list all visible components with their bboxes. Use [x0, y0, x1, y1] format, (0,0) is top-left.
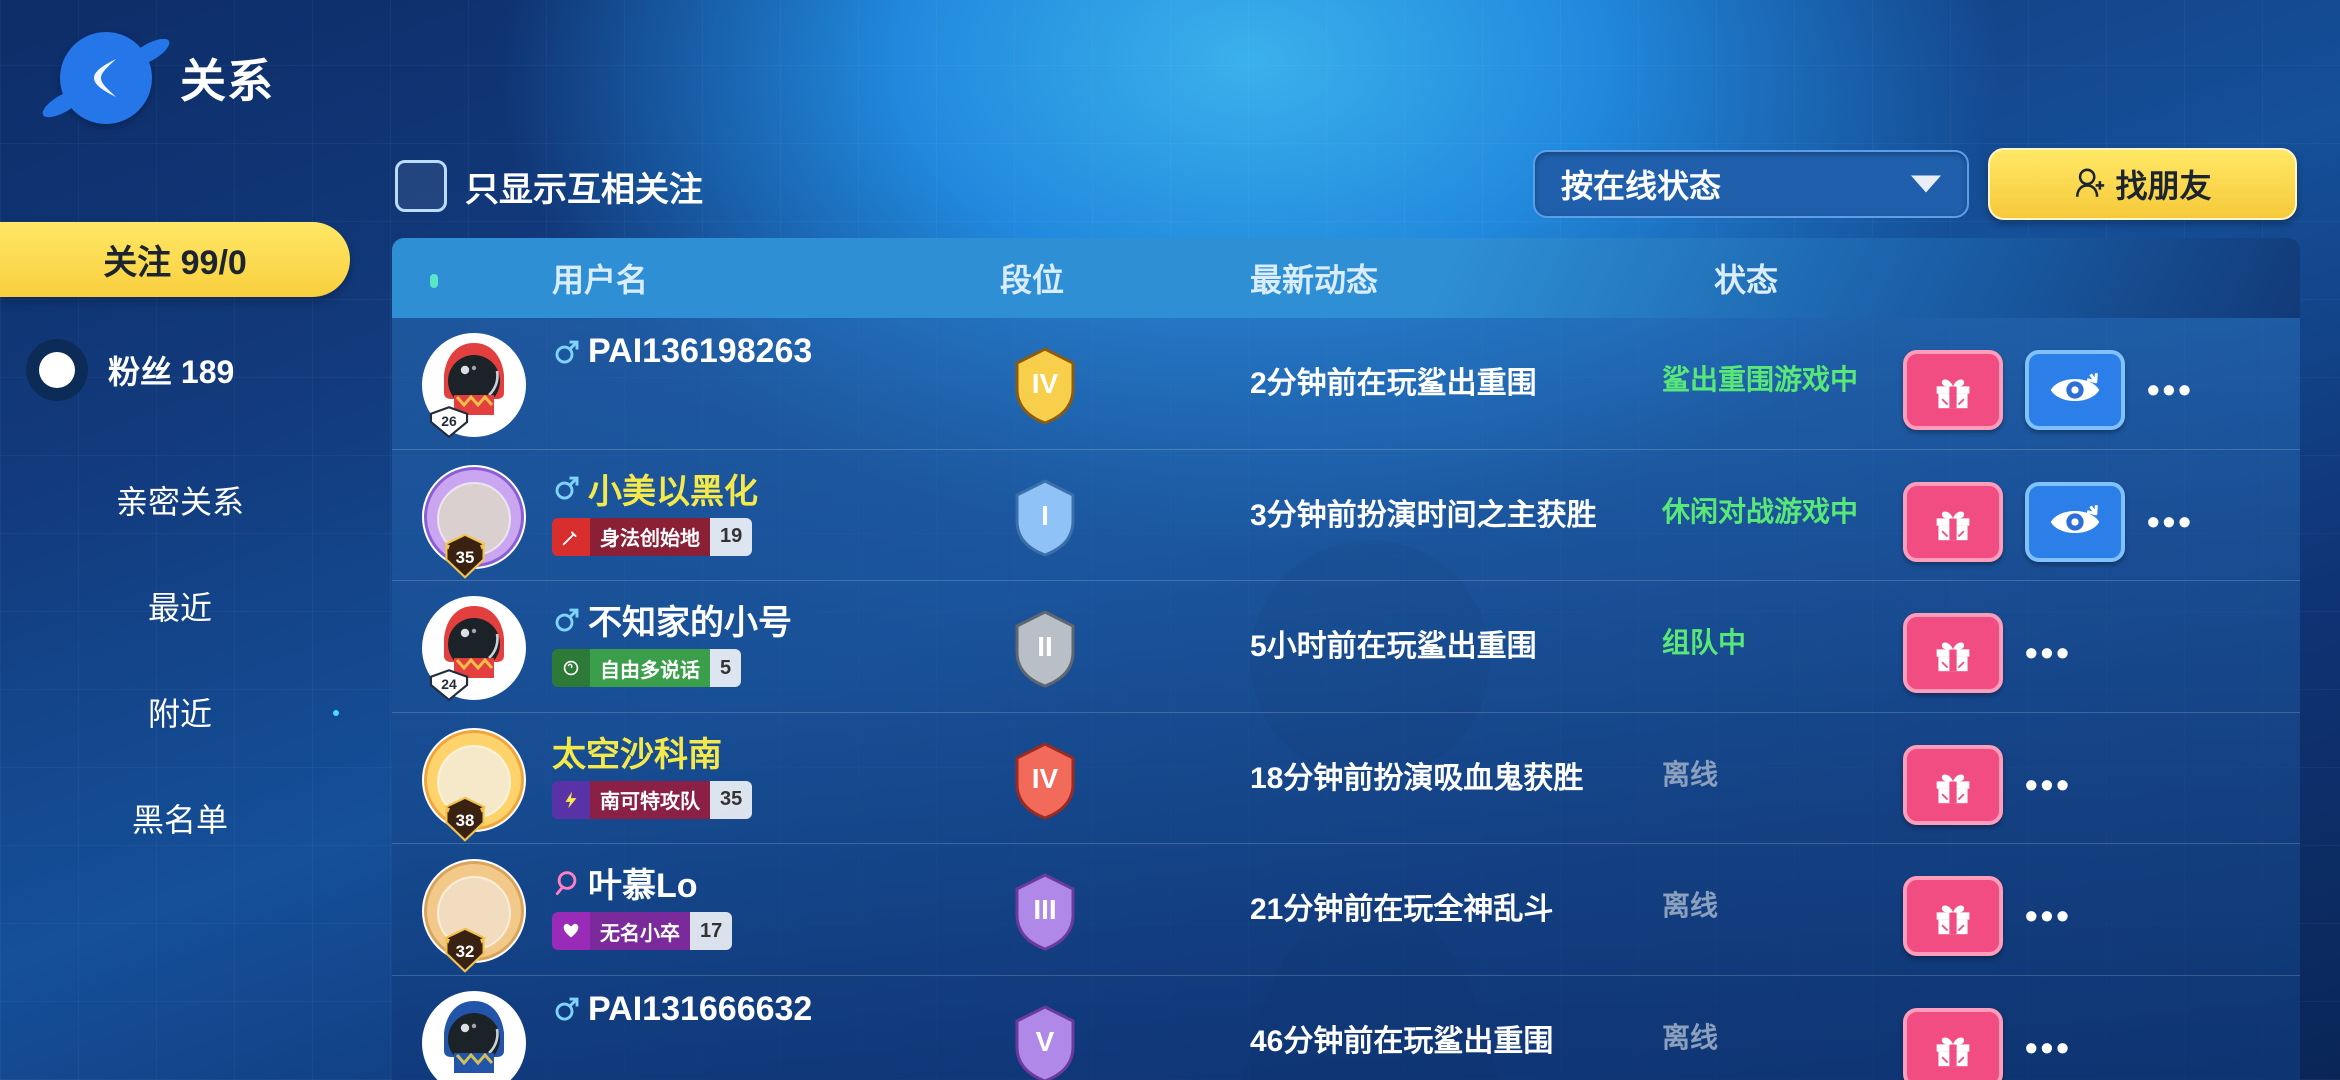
svg-text:IV: IV — [1032, 368, 1059, 399]
svg-text:V: V — [1036, 1026, 1055, 1057]
svg-text:26: 26 — [441, 413, 457, 429]
svg-text:I: I — [1041, 500, 1049, 531]
svg-text:II: II — [1037, 631, 1053, 662]
svg-text:IV: IV — [1032, 763, 1059, 794]
svg-text:35: 35 — [456, 548, 475, 567]
svg-text:III: III — [1033, 894, 1056, 925]
svg-text:24: 24 — [441, 676, 457, 692]
svg-text:38: 38 — [456, 811, 475, 830]
svg-text:32: 32 — [456, 942, 475, 961]
